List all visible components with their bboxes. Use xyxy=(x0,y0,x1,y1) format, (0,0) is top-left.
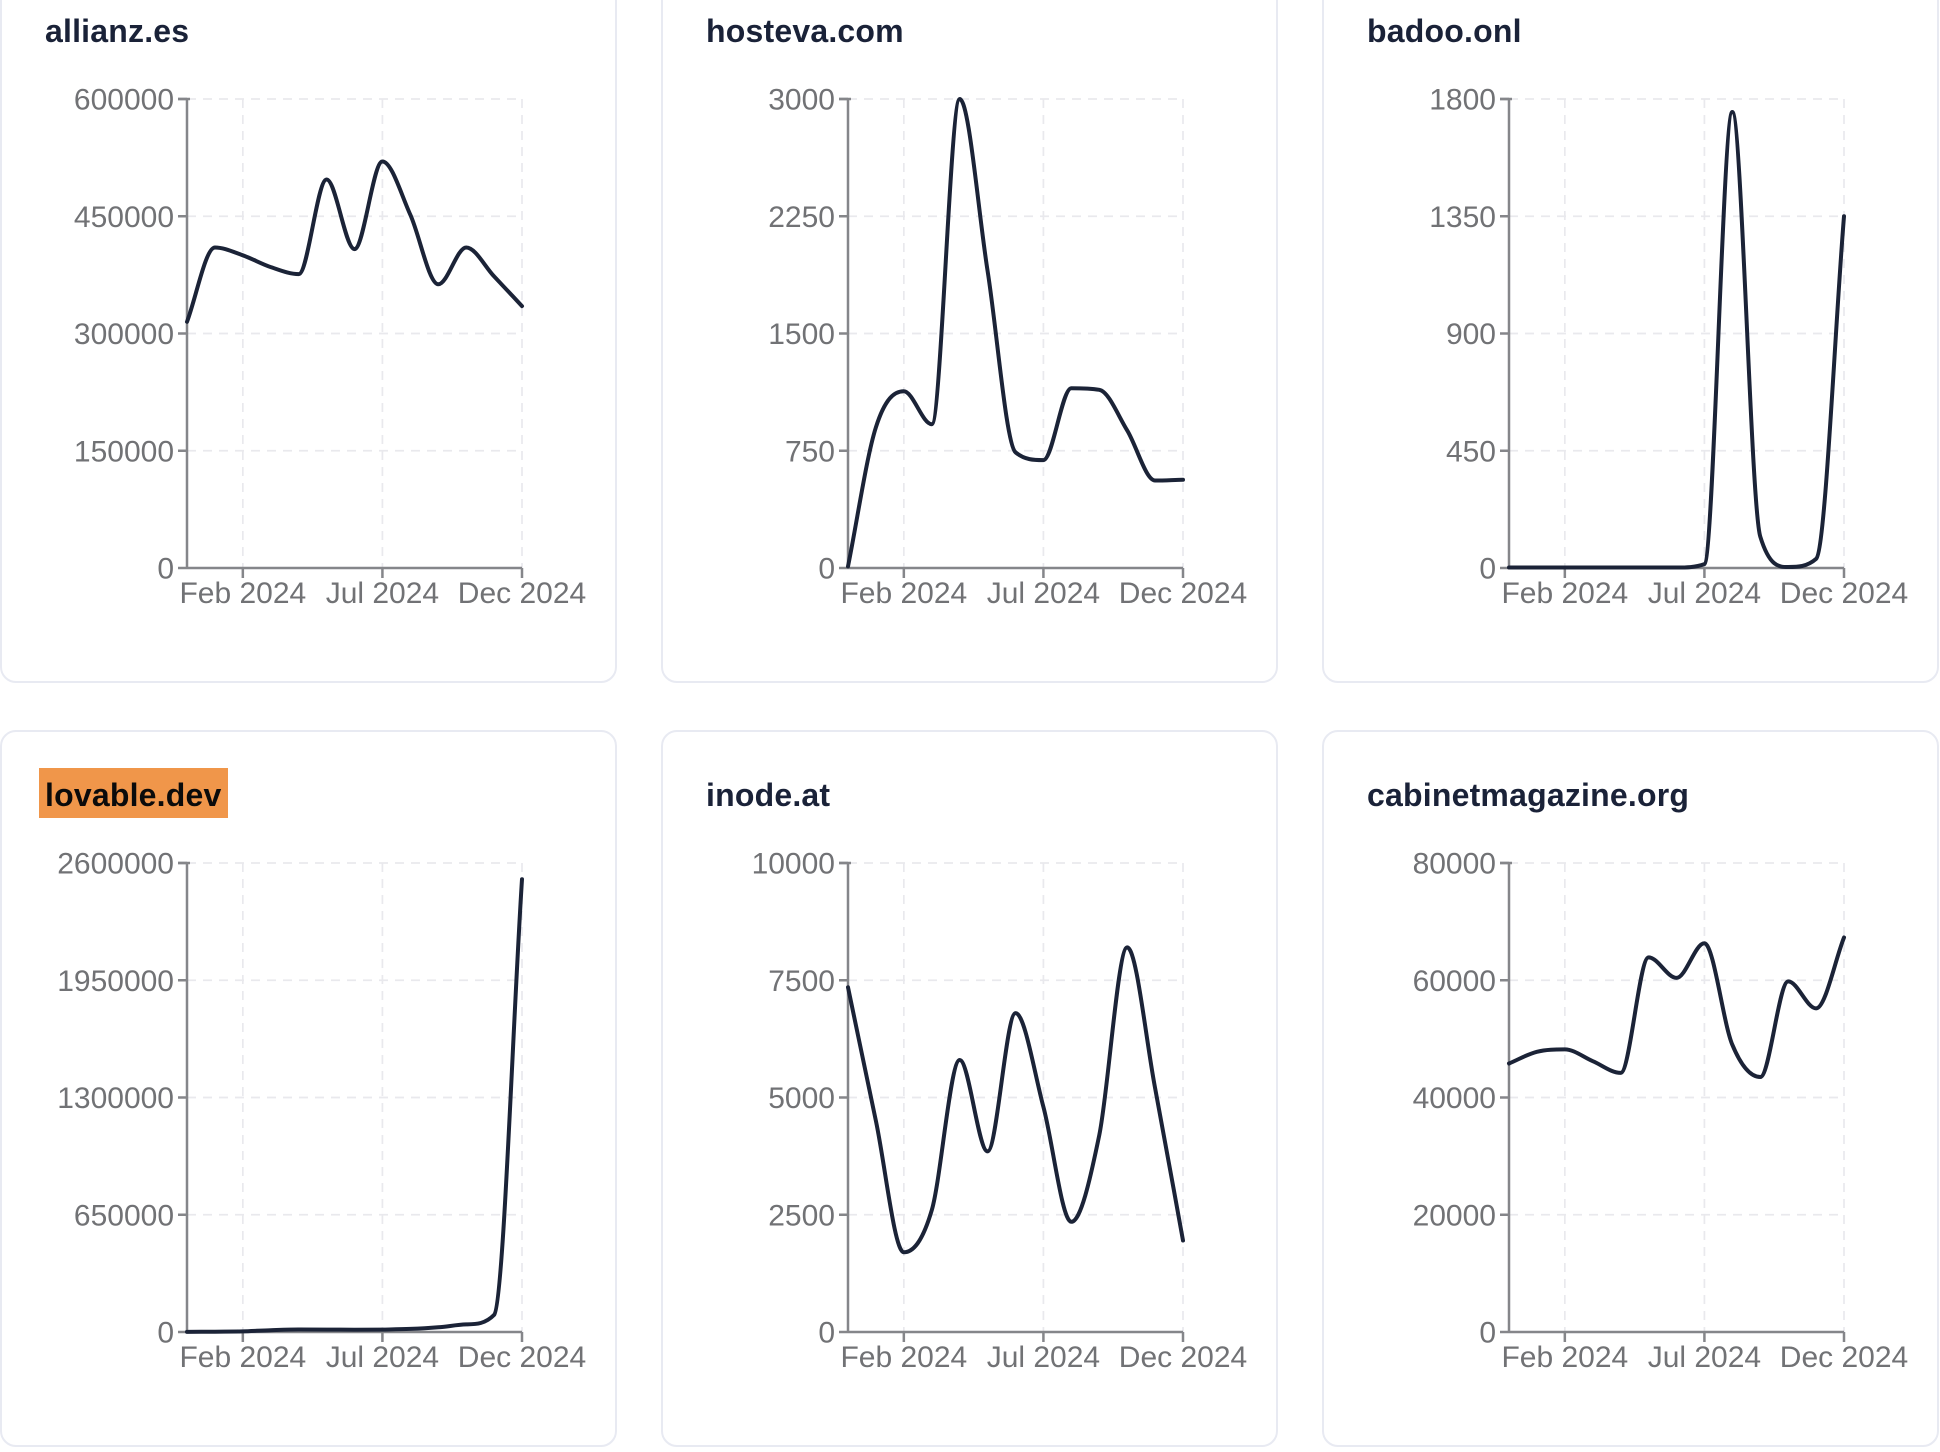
x-tick-label: Feb 2024 xyxy=(179,1341,306,1374)
x-tick-label: Dec 2024 xyxy=(458,577,586,610)
gridlines xyxy=(848,98,1184,568)
y-tick-label: 1350 xyxy=(1429,201,1496,234)
series-line xyxy=(846,945,1185,1255)
y-tick-label: 1500 xyxy=(768,318,835,351)
y-tick-label: 0 xyxy=(157,553,174,586)
x-tick-label: Jul 2024 xyxy=(987,1341,1100,1374)
chart-card: inode.at 0 2500 5000 7500 10000 Feb 2024 Jul 2… xyxy=(661,730,1278,1447)
line-chart: 0 2500 5000 7500 10000 Feb 2024 Jul 2024 Dec 20… xyxy=(752,848,1248,1375)
y-axis: 0 2500 5000 7500 10000 xyxy=(752,848,851,1350)
x-tick-label: Feb 2024 xyxy=(179,577,306,610)
gridlines xyxy=(187,862,523,1332)
series-line xyxy=(1507,110,1846,570)
x-tick-label: Dec 2024 xyxy=(1780,577,1908,610)
line-chart: 0 150000 300000 450000 600000 Feb 2024 Jul 202… xyxy=(74,84,586,611)
y-tick-label: 0 xyxy=(1479,553,1496,586)
chart-title: cabinetmagazine.org xyxy=(1367,777,1690,813)
y-tick-label: 600000 xyxy=(74,84,174,117)
x-tick-label: Dec 2024 xyxy=(1119,1341,1247,1374)
y-axis: 0 150000 300000 450000 600000 xyxy=(74,84,190,586)
line-chart: 0 650000 1300000 1950000 2600000 Feb 2024 Jul … xyxy=(57,848,586,1375)
x-tick-label: Feb 2024 xyxy=(1501,1341,1628,1374)
y-tick-label: 0 xyxy=(1479,1317,1496,1350)
x-axis: Feb 2024 Jul 2024 Dec 2024 xyxy=(840,566,1247,610)
chart-title: lovable.dev xyxy=(39,768,228,818)
chart-title-text: badoo.onl xyxy=(1367,13,1522,49)
y-axis: 0 650000 1300000 1950000 2600000 xyxy=(57,848,190,1350)
y-tick-label: 5000 xyxy=(768,1082,835,1115)
y-axis: 0 20000 40000 60000 80000 xyxy=(1413,848,1512,1350)
gridlines xyxy=(1509,862,1845,1332)
x-axis: Feb 2024 Jul 2024 Dec 2024 xyxy=(179,1330,586,1374)
x-tick-label: Jul 2024 xyxy=(326,1341,439,1374)
y-tick-label: 1950000 xyxy=(57,965,174,998)
y-tick-label: 900 xyxy=(1446,318,1496,351)
x-tick-label: Feb 2024 xyxy=(840,577,967,610)
y-tick-label: 450000 xyxy=(74,201,174,234)
chart-card: allianz.es 0 150000 300000 450000 600000 Feb … xyxy=(0,0,617,683)
y-tick-label: 1800 xyxy=(1429,84,1496,117)
y-tick-label: 750 xyxy=(785,435,835,468)
gridlines xyxy=(848,862,1184,1332)
y-tick-label: 20000 xyxy=(1413,1199,1496,1232)
y-tick-label: 0 xyxy=(818,553,835,586)
y-tick-label: 40000 xyxy=(1413,1082,1496,1115)
series-line xyxy=(1507,935,1846,1079)
x-axis: Feb 2024 Jul 2024 Dec 2024 xyxy=(1501,566,1908,610)
chart-title: badoo.onl xyxy=(1367,13,1522,49)
chart-title-text: inode.at xyxy=(706,777,831,813)
x-tick-label: Jul 2024 xyxy=(987,577,1100,610)
x-tick-label: Jul 2024 xyxy=(326,577,439,610)
chart-title-text: allianz.es xyxy=(45,13,190,49)
line-chart: 0 20000 40000 60000 80000 Feb 2024 Jul 2024 Dec… xyxy=(1413,848,1909,1375)
y-tick-label: 7500 xyxy=(768,965,835,998)
chart-title-text highlighted-title: lovable.dev xyxy=(39,768,228,818)
y-tick-label: 2500 xyxy=(768,1199,835,1232)
chart-title-text: hosteva.com xyxy=(706,13,904,49)
y-tick-label: 3000 xyxy=(768,84,835,117)
x-tick-label: Dec 2024 xyxy=(458,1341,586,1374)
series-line xyxy=(846,97,1185,569)
line-chart: 0 450 900 1350 1800 Feb 2024 Jul 2024 Dec 2024 xyxy=(1429,84,1908,611)
x-tick-label: Jul 2024 xyxy=(1648,1341,1761,1374)
chart-title: hosteva.com xyxy=(706,13,904,49)
x-axis: Feb 2024 Jul 2024 Dec 2024 xyxy=(840,1330,1247,1374)
gridlines xyxy=(187,98,523,568)
line-chart: 0 750 1500 2250 3000 Feb 2024 Jul 2024 Dec 2024 xyxy=(768,84,1247,611)
x-tick-label: Dec 2024 xyxy=(1780,1341,1908,1374)
chart-card: badoo.onl 0 450 900 1350 1800 Feb 2024 Jul 202… xyxy=(1322,0,1939,683)
x-tick-label: Dec 2024 xyxy=(1119,577,1247,610)
x-tick-label: Feb 2024 xyxy=(840,1341,967,1374)
y-tick-label: 0 xyxy=(818,1317,835,1350)
y-tick-label: 1300000 xyxy=(57,1082,174,1115)
chart-card: cabinetmagazine.org 0 20000 40000 60000 8000… xyxy=(1322,730,1939,1447)
x-axis: Feb 2024 Jul 2024 Dec 2024 xyxy=(1501,1330,1908,1374)
y-tick-label: 650000 xyxy=(74,1199,174,1232)
gridlines xyxy=(1509,98,1845,568)
x-tick-label: Feb 2024 xyxy=(1501,577,1628,610)
y-tick-label: 2250 xyxy=(768,201,835,234)
series-line xyxy=(185,159,524,324)
y-tick-label: 450 xyxy=(1446,435,1496,468)
y-axis: 0 450 900 1350 1800 xyxy=(1429,84,1512,586)
chart-title: inode.at xyxy=(706,777,831,813)
y-axis: 0 750 1500 2250 3000 xyxy=(768,84,851,586)
y-tick-label: 150000 xyxy=(74,435,174,468)
y-tick-label: 300000 xyxy=(74,318,174,351)
x-tick-label: Jul 2024 xyxy=(1648,577,1761,610)
y-tick-label: 80000 xyxy=(1413,848,1496,881)
chart-card: hosteva.com 0 750 1500 2250 3000 Feb 2024 Jul … xyxy=(661,0,1278,683)
y-tick-label: 0 xyxy=(157,1317,174,1350)
series-line xyxy=(185,877,524,1334)
chart-title-text: cabinetmagazine.org xyxy=(1367,777,1690,813)
y-tick-label: 2600000 xyxy=(57,848,174,881)
chart-card: lovable.dev 0 650000 1300000 1950000 2600000… xyxy=(0,730,617,1447)
x-axis: Feb 2024 Jul 2024 Dec 2024 xyxy=(179,566,586,610)
y-tick-label: 60000 xyxy=(1413,965,1496,998)
y-tick-label: 10000 xyxy=(752,848,835,881)
chart-title: allianz.es xyxy=(45,13,190,49)
